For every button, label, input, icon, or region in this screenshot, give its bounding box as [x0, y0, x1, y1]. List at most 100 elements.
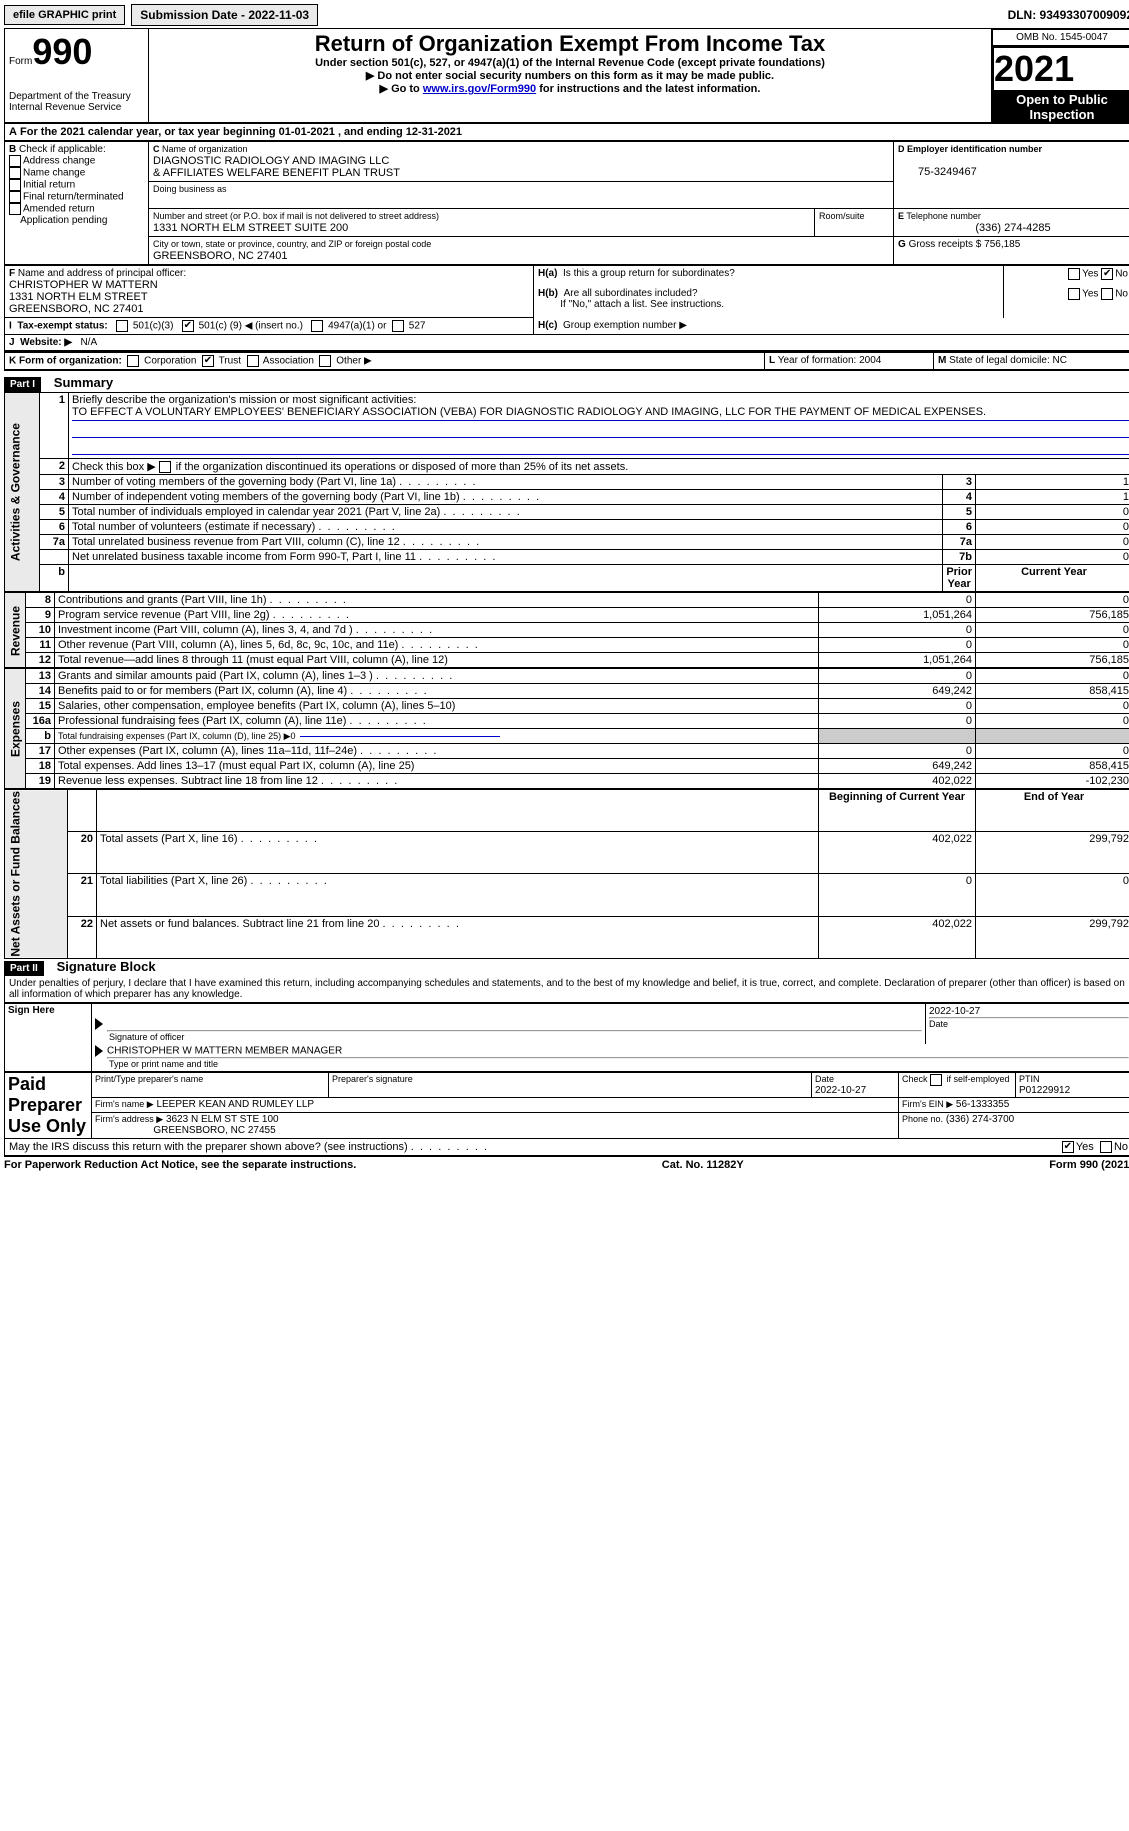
check-discontinued[interactable]	[159, 461, 171, 473]
check-4947[interactable]	[311, 320, 323, 332]
val: 402,022	[819, 916, 976, 958]
discuss-yes[interactable]	[1062, 1141, 1074, 1153]
no-lbl-3: No	[1114, 1141, 1128, 1153]
check-initial[interactable]	[9, 179, 21, 191]
row: Net unrelated business taxable income fr…	[69, 550, 943, 565]
sig-date: 2022-10-27	[929, 1006, 980, 1017]
opt-initial: Initial return	[23, 180, 75, 191]
hc-text: Group exemption number ▶	[563, 320, 687, 331]
form-number: 990	[32, 31, 92, 72]
firm-ein: 56-1333355	[956, 1099, 1009, 1110]
discuss-no[interactable]	[1100, 1141, 1112, 1153]
may-discuss: May the IRS discuss this return with the…	[4, 1139, 1129, 1157]
org-name-1: DIAGNOSTIC RADIOLOGY AND IMAGING LLC	[153, 155, 389, 167]
check-trust[interactable]	[202, 355, 214, 367]
check-other[interactable]	[319, 355, 331, 367]
hb-yes[interactable]	[1068, 288, 1080, 300]
lbl-corp: Corporation	[144, 356, 196, 367]
ptin: P01229912	[1019, 1085, 1070, 1096]
check-corp[interactable]	[127, 355, 139, 367]
check-name[interactable]	[9, 167, 21, 179]
fhij-block: F Name and address of principal officer:…	[4, 265, 1129, 352]
m-lbl: State of legal domicile:	[949, 355, 1050, 366]
prep-date: 2022-10-27	[815, 1085, 866, 1096]
q2-text: Check this box ▶ if the organization dis…	[72, 461, 628, 473]
val: 299,792	[976, 832, 1129, 874]
prep-name-lbl: Print/Type preparer's name	[95, 1074, 203, 1084]
row: Program service revenue (Part VIII, line…	[55, 608, 819, 623]
line-a: A For the 2021 calendar year, or tax yea…	[4, 124, 1129, 141]
ptin-lbl: PTIN	[1019, 1074, 1040, 1084]
footer: For Paperwork Reduction Act Notice, see …	[4, 1157, 1129, 1171]
irs-link[interactable]: www.irs.gov/Form990	[423, 83, 536, 95]
date-lbl: Date	[929, 1019, 948, 1029]
pra-notice: For Paperwork Reduction Act Notice, see …	[4, 1159, 356, 1171]
row: Number of independent voting members of …	[69, 490, 943, 505]
row: Total unrelated business revenue from Pa…	[69, 535, 943, 550]
header-block: B Check if applicable: Address change Na…	[4, 141, 1129, 265]
val: 0	[976, 593, 1129, 608]
part2-bar: Part II	[4, 961, 44, 976]
check-assoc[interactable]	[247, 355, 259, 367]
form-subtitle-1: Under section 501(c), 527, or 4947(a)(1)…	[153, 57, 987, 69]
prep-sig-lbl: Preparer's signature	[332, 1074, 413, 1084]
opt-amended: Amended return	[23, 204, 95, 215]
val: 0	[819, 744, 976, 759]
check-final[interactable]	[9, 191, 21, 203]
row: Revenue less expenses. Subtract line 18 …	[55, 774, 819, 789]
lbl-trust: Trust	[219, 356, 241, 367]
line-a-text: For the 2021 calendar year, or tax year …	[20, 126, 462, 138]
b-label: Check if applicable:	[19, 144, 106, 155]
val: 0	[819, 669, 976, 684]
ein: 75-3249467	[898, 166, 977, 178]
check-self-employed[interactable]	[930, 1074, 942, 1086]
efile-button[interactable]: efile GRAPHIC print	[4, 5, 125, 25]
part1-revenue: Revenue 8Contributions and grants (Part …	[4, 592, 1129, 668]
phone-lbl: Phone no.	[902, 1114, 943, 1124]
val: 649,242	[819, 759, 976, 774]
omb-number: OMB No. 1545-0047	[992, 29, 1129, 46]
hdr-prior: Prior Year	[943, 565, 976, 592]
part1-expenses: Expenses 13Grants and similar amounts pa…	[4, 668, 1129, 789]
form-subtitle-2: Do not enter social security numbers on …	[153, 69, 987, 82]
row: Investment income (Part VIII, column (A)…	[55, 623, 819, 638]
open-to-public: Open to Public Inspection	[992, 92, 1129, 122]
c-name-lbl: Name of organization	[162, 144, 248, 154]
no-lbl: No	[1115, 269, 1128, 280]
opt-name: Name change	[23, 168, 85, 179]
side-exp: Expenses	[5, 669, 26, 789]
check-amended[interactable]	[9, 203, 21, 215]
val: 1	[976, 490, 1129, 505]
typed-lbl: Type or print name and title	[95, 1059, 218, 1069]
goto-arrow	[380, 83, 392, 95]
side-net: Net Assets or Fund Balances	[5, 790, 68, 959]
val: 0	[976, 699, 1129, 714]
website: N/A	[80, 337, 97, 348]
hb-no[interactable]	[1101, 288, 1113, 300]
hb-note: If "No," attach a list. See instructions…	[560, 299, 724, 310]
opt-address: Address change	[23, 156, 95, 167]
sign-here-label: Sign Here	[5, 1003, 92, 1071]
goto-post: for instructions and the latest informat…	[536, 83, 760, 95]
check-527[interactable]	[392, 320, 404, 332]
check-501c3[interactable]	[116, 320, 128, 332]
val: 0	[819, 593, 976, 608]
val: 0	[976, 550, 1129, 565]
val: 756,185	[976, 653, 1129, 668]
org-name-2: & AFFILIATES WELFARE BENEFIT PLAN TRUST	[153, 167, 400, 179]
lbl-assoc: Association	[263, 356, 314, 367]
check-address[interactable]	[9, 155, 21, 167]
val: 402,022	[819, 832, 976, 874]
row: Total number of individuals employed in …	[69, 505, 943, 520]
part1-governance: Activities & Governance 1 Briefly descri…	[4, 392, 1129, 592]
i-lbl: Tax-exempt status:	[17, 321, 107, 332]
part1-netassets: Net Assets or Fund Balances Beginning of…	[4, 789, 1129, 959]
ha-no[interactable]	[1101, 268, 1113, 280]
typed-name: CHRISTOPHER W MATTERN MEMBER MANAGER	[107, 1045, 342, 1056]
check-501c[interactable]	[182, 320, 194, 332]
firm-addr2: GREENSBORO, NC 27455	[153, 1125, 275, 1136]
gross-receipts: 756,185	[984, 239, 1020, 250]
row: Number of voting members of the governin…	[69, 475, 943, 490]
ha-yes[interactable]	[1068, 268, 1080, 280]
val: 0	[819, 623, 976, 638]
